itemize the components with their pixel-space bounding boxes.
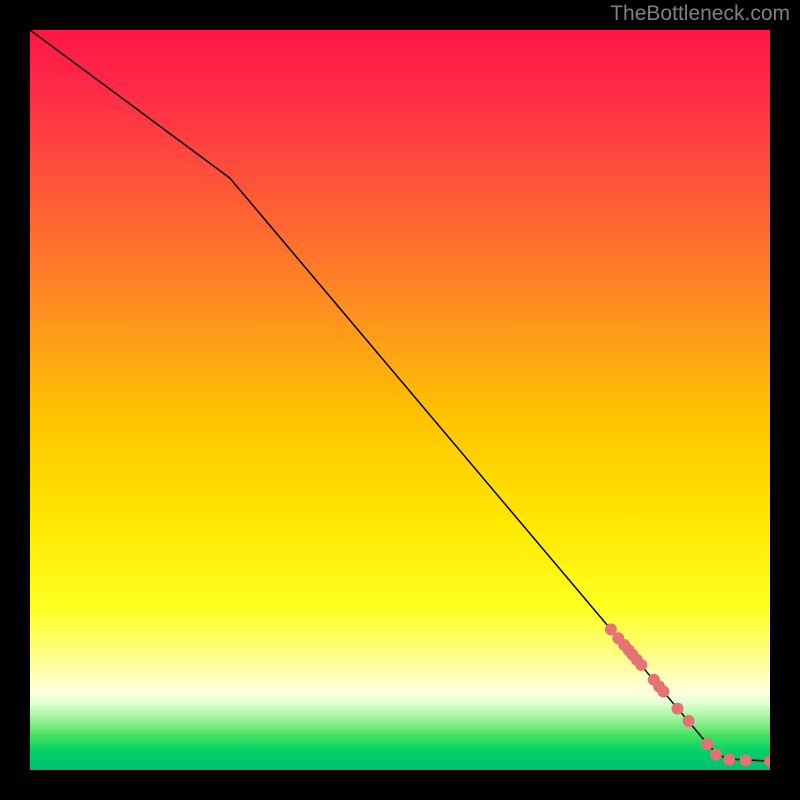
data-point [710,748,722,760]
data-point [683,715,695,727]
data-point [635,659,647,671]
bottleneck-chart [30,30,770,770]
data-point [657,686,669,698]
data-point [701,738,713,750]
watermark-text: TheBottleneck.com [610,2,790,26]
data-point [723,754,735,766]
chart-plot-area [30,30,770,770]
data-point [740,754,752,766]
data-point [672,703,684,715]
chart-background [30,30,770,770]
